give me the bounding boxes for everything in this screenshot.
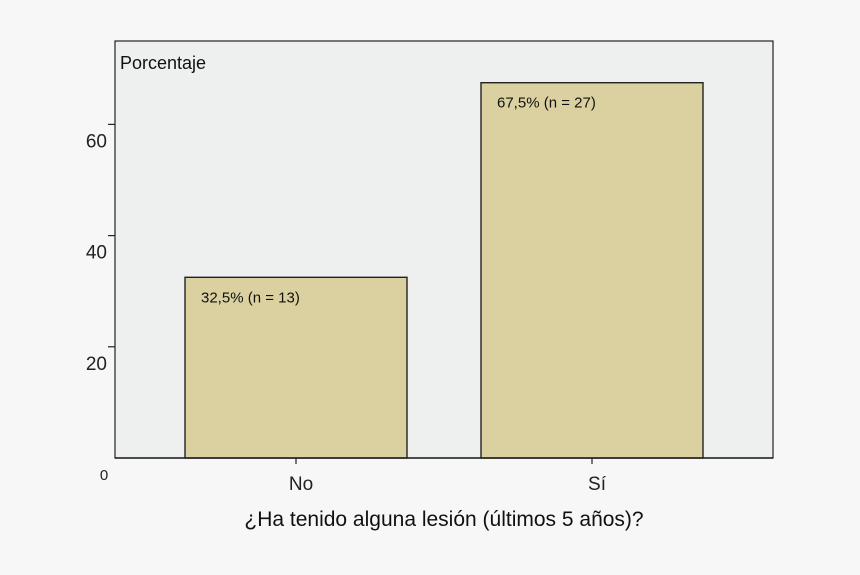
x-tick-label: Sí [588, 474, 607, 495]
y-axis: 20 40 60 [86, 123, 115, 375]
bar-no [184, 276, 408, 459]
x-axis-label: ¿Ha tenido alguna lesión (últimos 5 años… [244, 508, 643, 531]
bar-si [480, 81, 704, 459]
y-tick-label: 40 [86, 243, 107, 264]
x-tick-label: No [289, 474, 313, 495]
x-axis: No Sí [115, 457, 773, 495]
bar-data-label: 32,5% (n = 13) [201, 289, 300, 306]
y-tick-label: 60 [86, 131, 107, 152]
bars-group: 32,5% (n = 13) 67,5% (n = 27) [184, 81, 704, 459]
y-zero-label: 0 [100, 467, 108, 484]
y-tick-label: 20 [86, 354, 107, 375]
bar-data-label: 67,5% (n = 27) [497, 95, 596, 112]
y-axis-label: Porcentaje [120, 53, 206, 73]
